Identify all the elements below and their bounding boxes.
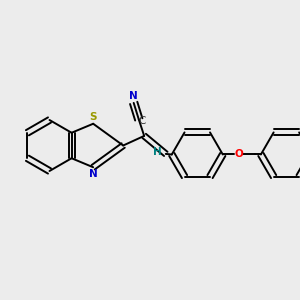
Text: S: S <box>89 112 97 122</box>
Text: N: N <box>89 169 98 179</box>
Text: H: H <box>153 147 162 158</box>
Text: O: O <box>234 149 243 160</box>
Text: N: N <box>129 91 138 101</box>
Text: C: C <box>138 116 146 126</box>
